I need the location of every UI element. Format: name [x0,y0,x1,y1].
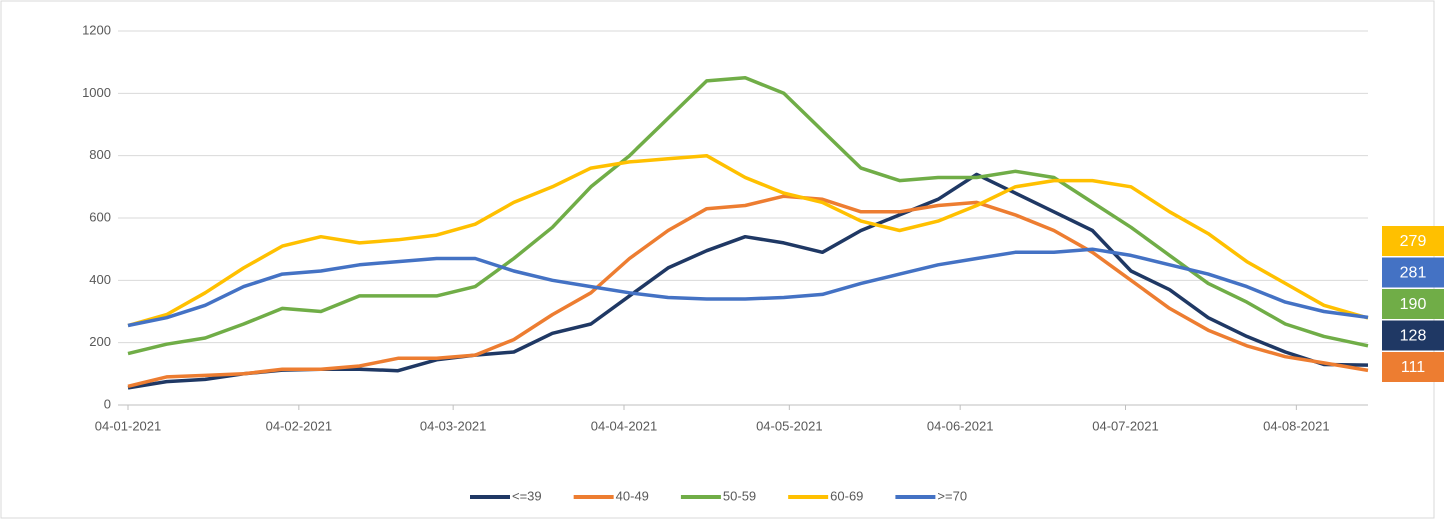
y-tick-label: 400 [89,272,111,287]
x-tick-label: 04-08-2021 [1263,418,1330,433]
x-tick-label: 04-03-2021 [420,418,487,433]
end-label-box [1382,289,1444,319]
legend-label: >=70 [937,488,967,503]
y-tick-label: 1200 [82,22,111,37]
x-tick-label: 04-07-2021 [1092,418,1159,433]
legend-label: <=39 [512,488,542,503]
end-label-box [1382,257,1444,288]
series-line [127,153,1369,328]
y-tick-label: 1000 [82,85,111,100]
x-tick-label: 04-05-2021 [756,418,823,433]
legend-label: 40-49 [616,488,649,503]
end-label-box [1382,226,1444,256]
x-tick-label: 04-02-2021 [266,418,333,433]
legend-label: 60-69 [830,488,863,503]
x-tick-label: 04-06-2021 [927,418,994,433]
series-line [127,76,1369,356]
end-label-box [1382,352,1444,382]
y-tick-label: 600 [89,209,111,224]
legend-label: 50-59 [723,488,756,503]
series-line [127,194,1369,389]
y-tick-label: 800 [89,147,111,162]
y-tick-label: 200 [89,334,111,349]
x-tick-label: 04-04-2021 [591,418,658,433]
end-label-box [1382,320,1444,351]
end-label: 279 [1400,233,1427,250]
end-label: 190 [1400,296,1427,313]
end-label: 111 [1401,359,1425,376]
x-tick-label: 04-01-2021 [95,418,162,433]
end-label: 281 [1400,265,1427,282]
series-line [127,247,1369,328]
end-label: 128 [1400,328,1427,345]
y-tick-label: 0 [104,396,111,411]
